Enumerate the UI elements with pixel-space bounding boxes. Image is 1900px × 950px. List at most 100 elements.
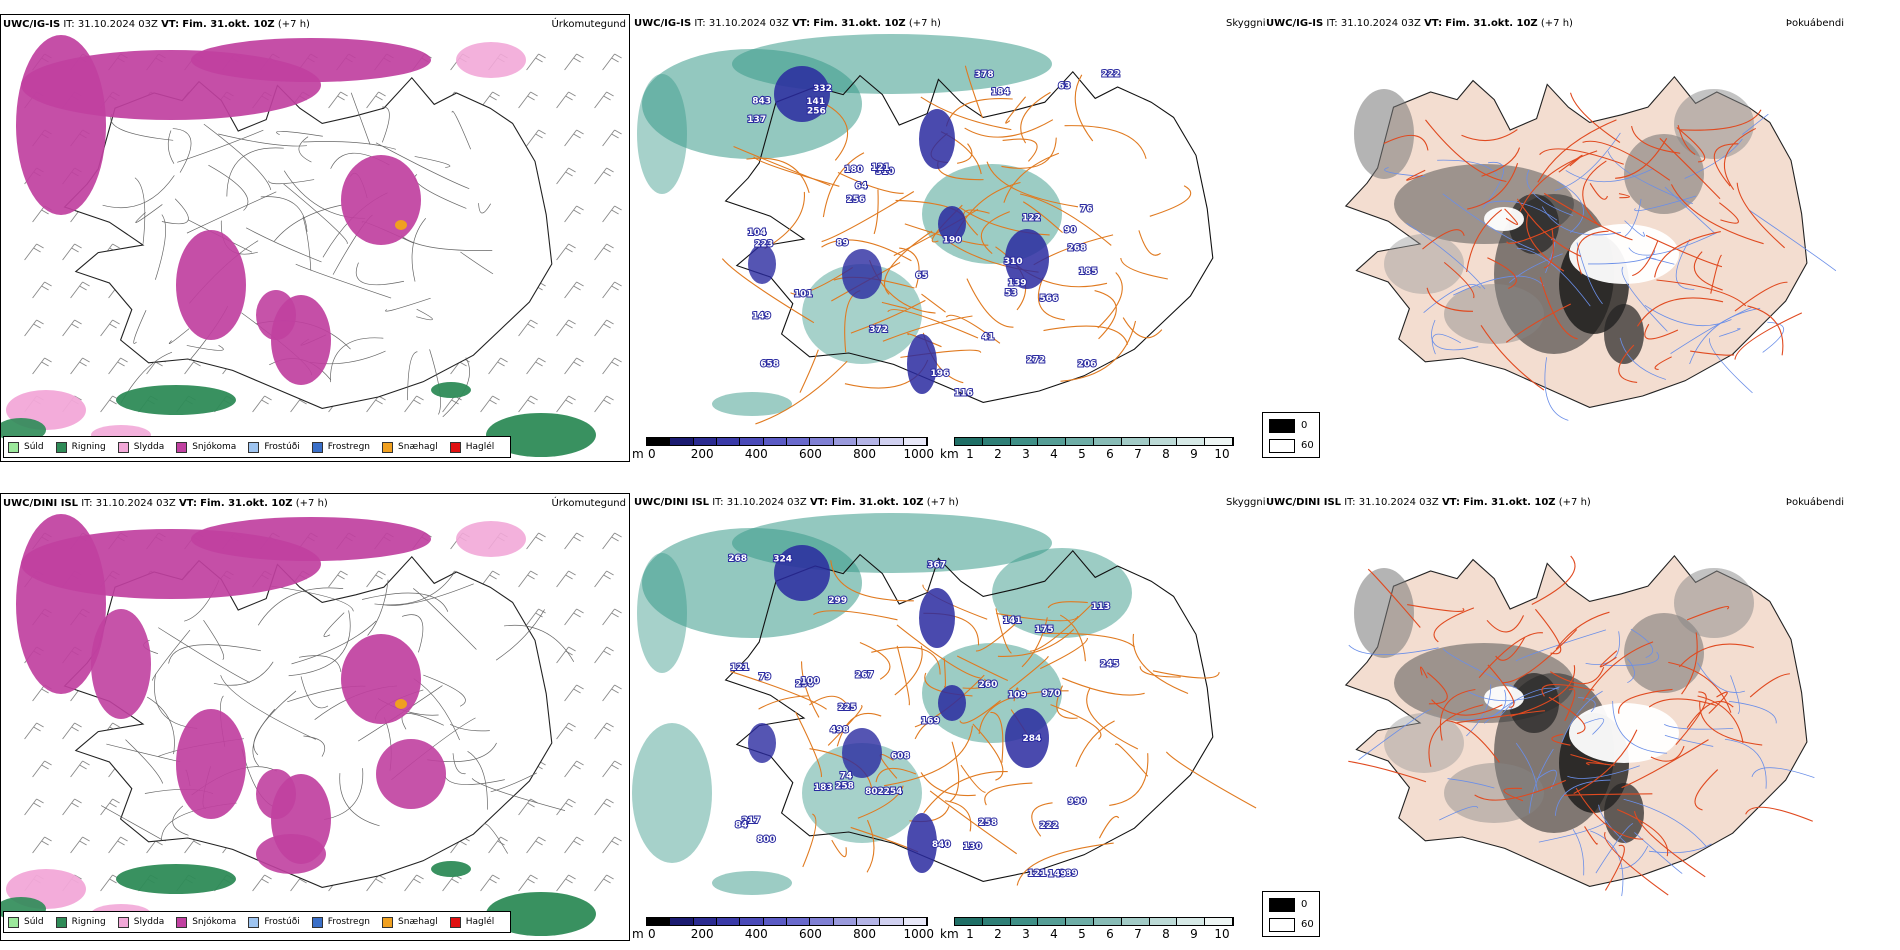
road-line [1748,209,1837,272]
wind-barb [602,836,622,854]
road-line [414,156,451,168]
cloud-base-label: 658 [760,359,779,369]
road-line [1425,119,1507,183]
wind-barb [32,357,52,375]
road-line [875,767,917,783]
road-line [1020,91,1051,144]
road-line [882,315,973,342]
rain-area [486,892,596,936]
legend-label: Slydda [133,442,165,452]
colorbar-segment [1066,918,1094,925]
cloud-base-label: 372 [869,325,888,335]
road-line [1039,637,1089,670]
cloud-base-label: 332 [813,84,832,94]
cloud-base-label: 53 [1005,288,1018,298]
wind-barb [480,874,500,892]
legend-swatch [117,441,129,453]
panel-title-cloud-base: Skyggni [1226,497,1266,508]
cloud-swath [637,74,687,194]
fog-legend-light-box [1269,439,1295,453]
cloud-base-panel-row2: UWC/DINI ISL IT: 31.10.2024 03Z VT: Fim.… [632,493,1264,941]
colorbar-tick-label: 4 [1050,927,1058,941]
cloud-base-label: 121 [1028,869,1047,879]
wind-barb [602,281,622,299]
colorbar-tick-label: 6 [1106,927,1114,941]
road-line [1406,222,1486,290]
road-line [260,196,308,232]
road-line [764,191,805,250]
road-line [1567,765,1640,779]
cloud-base-label: 104 [748,228,767,238]
cloud-base-label: 225 [838,703,857,713]
road-line [1624,198,1642,237]
low-cloud-cell [774,66,830,122]
colorbar-unit: m [632,447,644,461]
cloud-base-label: 101 [794,289,813,299]
colorbar-tick-label: 1 [966,927,974,941]
fog-shading [1384,713,1464,773]
road-line [1670,184,1764,245]
rain-area [1,418,46,442]
road-line [1584,718,1604,735]
colorbar-segment [1177,438,1206,445]
road-line [1762,321,1785,353]
road-line [291,620,377,665]
road-line [1437,159,1498,176]
road-line [1515,742,1538,791]
wind-barb [556,243,576,261]
colorbar-tick-label: 3 [1022,447,1030,461]
legend-swatch [176,916,188,928]
road-line [452,753,466,775]
colorbar-segment [1093,438,1122,445]
road-line [1619,337,1667,380]
road-line [330,337,384,383]
road-line [1554,779,1611,816]
colorbar-tick-label: 400 [744,927,768,941]
rain-area [116,864,236,894]
road-line [1633,811,1706,878]
colorbar-tick-label: 1000 [903,927,934,941]
low-cloud-cell [907,334,937,394]
colorbar-segment [955,918,983,925]
fog-map [1344,554,1815,897]
road-line [324,768,364,820]
cloud-swath [712,392,792,416]
panel-header: UWC/DINI ISL IT: 31.10.2024 03Z VT: Fim.… [634,497,959,508]
road-line [252,708,276,767]
wind-barb [564,608,584,626]
cloud-base-label: 141 [806,97,825,107]
colorbar-tick-label: 4 [1050,447,1058,461]
colorbar-tick-label: 3 [1022,927,1030,941]
road-line [1348,760,1427,783]
colorbar-segment [1066,438,1094,445]
road-line [850,299,926,334]
road-line [943,658,946,688]
wind-barb [602,684,622,702]
road-line [1060,320,1137,382]
wind-barb [404,395,424,413]
colorbar-tick-label: 600 [798,447,822,461]
road-line [218,133,307,147]
colorbar-visibility-km: km 1 2 3 4 5 6 7 8 9 10 [940,435,1240,462]
road-line [1138,230,1161,256]
road-line [884,230,933,295]
panel-title-precip-type: Úrkomutegund [551,19,626,30]
colorbar-strip [646,917,928,926]
low-cloud-cell [1005,708,1049,768]
legend-label: Snjókoma [192,917,237,927]
road-line [813,610,898,621]
precip-type-legend: Súld Rigning Slydda Snjókoma Frostúði Frostre… [3,911,512,933]
road-line [1383,134,1429,151]
low-cloud-cell [842,249,882,299]
wind-barb [526,532,546,550]
wind-barb [564,760,584,778]
road-line [1487,664,1515,708]
wind-barb [564,836,584,854]
cloud-base-label: 268 [1067,243,1086,253]
road-line [1621,739,1709,789]
wind-barb [24,722,44,740]
colorbar-segment [1121,918,1150,925]
road-line [1734,281,1788,312]
road-line [1554,132,1621,191]
road-line [1043,325,1129,345]
